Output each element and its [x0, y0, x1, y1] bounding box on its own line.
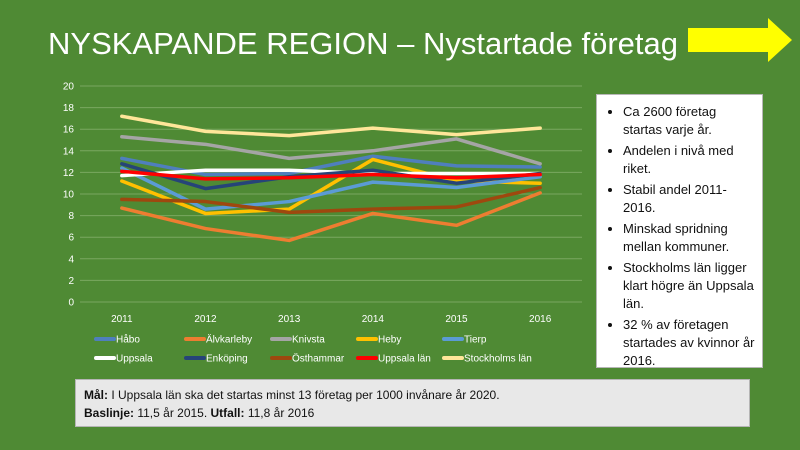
- series-line: [120, 162, 542, 191]
- legend-label: Knivsta: [292, 335, 325, 346]
- legend-label: Tierp: [464, 335, 487, 346]
- key-point: Andelen i nivå med riket.: [623, 142, 756, 178]
- goal-text: I Uppsala län ska det startas minst 13 f…: [108, 388, 500, 402]
- series-lines: [120, 114, 542, 243]
- legend-label: Östhammar: [292, 353, 345, 365]
- baseline-text: 11,5 år 2015.: [134, 406, 211, 420]
- y-tick-label: 8: [68, 211, 74, 222]
- series-line: [120, 191, 542, 243]
- key-point: Stabil andel 2011-2016.: [623, 181, 756, 217]
- key-point: Minskad spridning mellan kommuner.: [623, 220, 756, 256]
- legend-label: Enköping: [206, 354, 248, 365]
- key-points-list: Ca 2600 företag startas varje år. Andele…: [605, 103, 756, 370]
- legend-label: Håbo: [116, 334, 140, 346]
- page-title: NYSKAPANDE REGION – Nystartade företag: [48, 26, 678, 61]
- legend-label: Heby: [378, 335, 401, 346]
- y-tick-label: 14: [63, 146, 75, 157]
- y-tick-label: 18: [63, 103, 75, 114]
- legend-label: Älvkarleby: [206, 334, 252, 346]
- outcome-text: 11,8 år 2016: [244, 406, 315, 420]
- goal-line: Mål: I Uppsala län ska det startas minst…: [84, 386, 741, 404]
- y-tick-label: 4: [68, 254, 74, 265]
- y-tick-label: 0: [68, 298, 74, 309]
- goal-label: Mål:: [84, 388, 108, 402]
- series-line: [120, 169, 542, 181]
- outcome-label: Utfall:: [210, 406, 245, 420]
- key-point: Ca 2600 företag startas varje år.: [623, 103, 756, 139]
- x-tick-label: 2015: [445, 314, 468, 325]
- y-tick-label: 16: [63, 125, 75, 136]
- legend: Håbo Älvkarleby Knivsta Heby Tierp Uppsala Enk…: [94, 334, 532, 365]
- series-line: [120, 114, 542, 138]
- key-point: 32 % av företagen startades av kvinnor å…: [623, 316, 756, 370]
- x-tick-label: 2014: [362, 314, 385, 325]
- y-tick-labels: 0 2 4 6 8 10 12 14 16 18 20: [63, 82, 75, 309]
- y-tick-label: 10: [63, 190, 75, 201]
- y-tick-label: 12: [63, 168, 75, 179]
- y-tick-label: 20: [63, 82, 75, 93]
- x-tick-label: 2012: [194, 314, 217, 325]
- x-tick-label: 2011: [111, 314, 133, 325]
- key-point: Stockholms län ligger klart högre än Upp…: [623, 259, 756, 313]
- x-tick-labels: 2011 2012 2013 2014 2015 2016: [111, 314, 552, 325]
- legend-label: Uppsala län: [378, 354, 431, 365]
- series-line: [120, 135, 542, 166]
- key-points-box: Ca 2600 företag startas varje år. Andele…: [596, 94, 763, 368]
- x-tick-label: 2016: [529, 314, 552, 325]
- goal-box: Mål: I Uppsala län ska det startas minst…: [75, 379, 750, 427]
- legend-label: Uppsala: [116, 354, 153, 365]
- baseline-label: Baslinje:: [84, 406, 135, 420]
- x-tick-label: 2013: [278, 314, 301, 325]
- next-arrow-icon[interactable]: [688, 18, 792, 62]
- baseline-line: Baslinje: 11,5 år 2015. Utfall: 11,8 år …: [84, 404, 741, 422]
- y-tick-label: 2: [68, 276, 74, 287]
- legend-label: Stockholms län: [464, 354, 532, 365]
- y-tick-label: 6: [68, 233, 74, 244]
- series-line: [120, 185, 542, 215]
